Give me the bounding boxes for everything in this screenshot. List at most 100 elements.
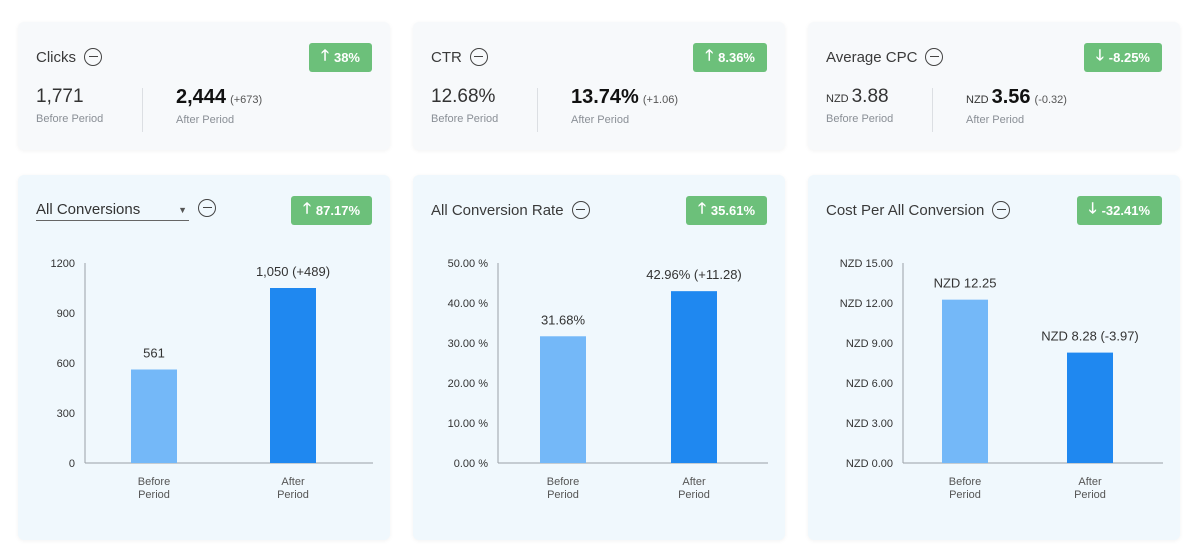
minus-circle-icon[interactable]	[571, 201, 590, 219]
arrow-up-icon: 🡑	[705, 47, 714, 64]
arrow-down-icon: 🡓	[1095, 47, 1104, 64]
minus-circle-icon[interactable]	[469, 48, 488, 66]
after-period: 13.74% (+1.06) After Period	[571, 86, 678, 126]
after-delta: (-0.32)	[1034, 94, 1067, 106]
clicks-title: Clicks	[36, 48, 76, 66]
y-tick-label: NZD 0.00	[846, 458, 893, 470]
y-tick-label: 50.00 %	[448, 258, 489, 270]
bar-before	[131, 369, 177, 463]
y-tick-label: NZD 6.00	[846, 378, 893, 390]
change-badge: 🡑 8.36%	[693, 43, 767, 72]
avg-cpc-card: Average CPC 🡓 -8.25% NZD 3.88 Before Perio…	[808, 22, 1180, 150]
ctr-title: CTR	[431, 48, 462, 66]
after-label: After Period	[176, 114, 235, 126]
chart-title: All Conversion Rate	[431, 201, 564, 219]
minus-circle-icon[interactable]	[198, 199, 216, 217]
arrow-up-icon: 🡑	[698, 200, 706, 217]
before-period: 12.68% Before Period	[431, 86, 498, 125]
x-tick-label: After	[1078, 476, 1102, 488]
change-badge: 🡑 87.17%	[291, 196, 372, 225]
y-tick-label: 30.00 %	[448, 338, 489, 350]
x-tick-label: Before	[138, 476, 170, 488]
data-label: 42.96% (+11.28)	[646, 267, 742, 282]
data-label: 1,050 (+489)	[256, 264, 330, 279]
minus-circle-icon[interactable]	[992, 201, 1011, 219]
y-tick-label: NZD 3.00	[846, 418, 893, 430]
arrow-up-icon: 🡑	[321, 47, 329, 64]
before-value: 3.88	[851, 86, 889, 107]
after-value: 2,444	[176, 86, 227, 108]
y-tick-label: 20.00 %	[448, 378, 489, 390]
after-label: After Period	[966, 114, 1025, 126]
after-value: 13.74%	[571, 86, 639, 108]
caret-down-icon: ▼	[178, 204, 187, 215]
change-badge: 🡓 -8.25%	[1083, 43, 1162, 72]
x-tick-label: Period	[138, 489, 170, 501]
arrow-down-icon: 🡓	[1088, 200, 1097, 217]
ctr-card: CTR 🡑 8.36% 12.68% Before Period 13.74% (+…	[413, 22, 785, 150]
x-tick-label: Period	[277, 489, 309, 501]
before-value: 12.68%	[431, 86, 496, 107]
x-tick-label: Before	[949, 476, 981, 488]
divider	[142, 88, 143, 132]
after-value: 3.56	[991, 86, 1031, 108]
metric-select[interactable]: All Conversions ▼	[36, 201, 189, 221]
after-period: 2,444 (+673) After Period	[176, 86, 262, 126]
y-tick-label: 0.00 %	[454, 458, 488, 470]
y-tick-label: 300	[57, 408, 75, 420]
currency-label: NZD	[826, 93, 849, 105]
x-tick-label: Period	[949, 489, 981, 501]
y-tick-label: 1200	[51, 258, 75, 270]
bar-after	[671, 291, 717, 463]
cost-per-all-conversion-card: Cost Per All Conversion 🡓 -32.41% NZD 0.0…	[808, 175, 1180, 540]
y-tick-label: 600	[57, 358, 75, 370]
x-tick-label: Period	[547, 489, 579, 501]
before-period: 1,771 Before Period	[36, 86, 103, 125]
before-value: 1,771	[36, 86, 84, 107]
data-label: 31.68%	[541, 312, 586, 327]
avg-cpc-title: Average CPC	[826, 48, 918, 66]
data-label: 561	[143, 346, 165, 361]
y-tick-label: 40.00 %	[448, 298, 489, 310]
after-period: NZD 3.56 (-0.32) After Period	[966, 86, 1067, 126]
data-label: NZD 8.28 (-3.97)	[1041, 329, 1139, 344]
divider	[537, 88, 538, 132]
all-conversion-rate-card: All Conversion Rate 🡑 35.61% 0.00 % 10.00 …	[413, 175, 785, 540]
x-tick-label: Period	[678, 489, 710, 501]
change-badge: 🡑 35.61%	[686, 196, 767, 225]
minus-circle-icon[interactable]	[84, 48, 102, 66]
divider	[932, 88, 933, 132]
x-tick-label: After	[281, 476, 305, 488]
before-label: Before Period	[431, 113, 499, 125]
x-tick-label: After	[682, 476, 706, 488]
x-tick-label: Period	[1074, 489, 1106, 501]
y-tick-label: 10.00 %	[448, 418, 489, 430]
data-label: NZD 12.25	[934, 276, 997, 291]
bar-after	[270, 288, 316, 463]
minus-circle-icon[interactable]	[925, 48, 944, 66]
bar-before	[540, 336, 586, 463]
after-label: After Period	[571, 114, 630, 126]
before-period: NZD 3.88 Before Period	[826, 86, 893, 125]
bar-chart: NZD 0.00 NZD 3.00 NZD 6.00 NZD 9.00 NZD 12.0…	[840, 258, 1163, 501]
after-delta: (+673)	[230, 94, 263, 106]
before-label: Before Period	[826, 113, 894, 125]
y-tick-label: NZD 15.00	[840, 258, 893, 270]
y-tick-label: 0	[69, 458, 75, 470]
bar-before	[942, 299, 988, 463]
currency-label: NZD	[966, 94, 989, 106]
y-tick-label: NZD 9.00	[846, 338, 893, 350]
change-badge: 🡑 38%	[309, 43, 372, 72]
y-tick-label: 900	[57, 308, 75, 320]
all-conversions-card: All Conversions ▼ 🡑 87.17% 0 300 600 900 1200 5…	[18, 175, 390, 540]
change-badge: 🡓 -32.41%	[1076, 196, 1162, 225]
arrow-up-icon: 🡑	[303, 200, 311, 217]
after-delta: (+1.06)	[642, 94, 679, 106]
x-tick-label: Before	[547, 476, 579, 488]
before-label: Before Period	[36, 113, 104, 125]
bar-after	[1067, 352, 1113, 463]
chart-title: Cost Per All Conversion	[826, 201, 985, 219]
y-tick-label: NZD 12.00	[840, 298, 893, 310]
clicks-card: Clicks 🡑 38% 1,771 Before Period 2,444 (+6…	[18, 22, 390, 150]
